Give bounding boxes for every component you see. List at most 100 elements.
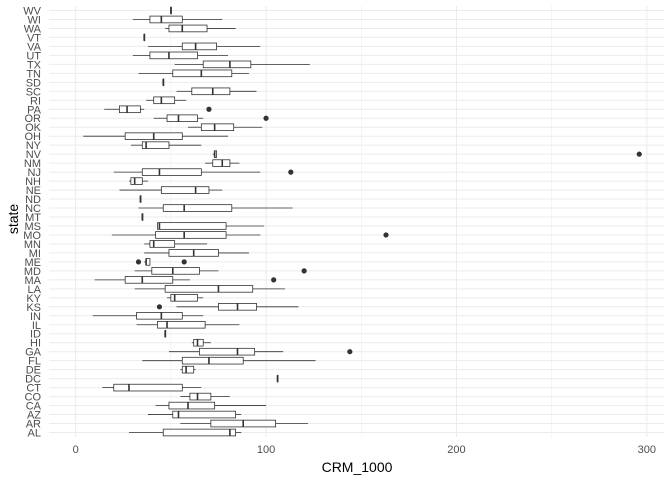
y-tick-label: NE (26, 185, 41, 197)
y-tick-label: ND (25, 194, 41, 206)
outlier-point (301, 268, 307, 274)
outlier-point (347, 349, 353, 355)
box-iqr (151, 267, 200, 275)
box-nj (113, 168, 294, 176)
y-tick-label: AZ (27, 410, 41, 422)
y-tick-label: FL (28, 356, 41, 368)
box-iqr (199, 347, 256, 356)
box-ri (146, 96, 187, 105)
box-iqr (166, 114, 198, 123)
box-ks (156, 303, 299, 311)
y-tick-label: KS (26, 302, 41, 314)
box-iqr (153, 96, 176, 105)
box-nc (138, 204, 293, 212)
box-iqr (149, 15, 183, 24)
y-tick-label: AR (26, 419, 41, 431)
outlier-point (181, 259, 187, 265)
box-mt (141, 213, 144, 221)
y-tick-label: MT (25, 212, 41, 224)
box-iqr (172, 69, 233, 78)
box-iqr (181, 365, 195, 374)
y-tick-label: GA (25, 347, 42, 359)
box-iqr (193, 338, 204, 347)
y-tick-label: IL (32, 320, 41, 332)
box-iqr (181, 356, 244, 365)
y-tick-label: MI (29, 248, 41, 260)
box-wa (165, 24, 236, 33)
y-tick-label: VT (27, 32, 41, 44)
y-tick-label: MA (25, 275, 42, 287)
box-or (153, 114, 269, 123)
y-tick-label: ME (25, 257, 42, 269)
outlier-point (135, 259, 142, 265)
box-ky (167, 294, 204, 302)
box-mi (144, 249, 249, 257)
box-iqr (149, 51, 198, 60)
grid-lines (49, 6, 664, 437)
box-wv (170, 6, 172, 15)
box-ne (119, 186, 223, 194)
outlier-point (383, 232, 389, 238)
y-tick-label: VA (27, 41, 42, 53)
box-iqr (157, 222, 227, 230)
box-sc (176, 87, 257, 96)
box-oh (83, 132, 228, 140)
box-iqr (181, 42, 217, 51)
box-iqr (119, 105, 141, 114)
box-iqr (172, 410, 236, 419)
box-dc (276, 374, 279, 383)
y-tick-label: NJ (28, 167, 41, 179)
box-iqr (124, 276, 174, 284)
y-tick-label: PA (27, 104, 42, 116)
box-nm (205, 159, 240, 167)
box-va (148, 42, 261, 51)
box-tx (174, 60, 310, 69)
box-ga (168, 347, 353, 356)
box-iqr (212, 159, 231, 167)
y-tick-label: SD (26, 77, 41, 89)
box-hi (191, 338, 211, 347)
box-de (180, 365, 196, 374)
box-iqr (113, 383, 183, 392)
y-tick-label: OK (25, 122, 42, 134)
y-tick-label: WV (23, 5, 41, 17)
box-al (128, 428, 242, 437)
y-tick-label: MS (25, 221, 42, 233)
y-tick-label: NY (26, 140, 42, 152)
box-iqr (164, 285, 254, 293)
box-tn (138, 69, 249, 78)
box-fl (142, 356, 316, 365)
box-mn (144, 240, 208, 248)
y-tick-label: AL (28, 428, 41, 440)
x-tick-label: 100 (257, 444, 275, 456)
box-me (135, 258, 187, 266)
box-ms (157, 222, 265, 230)
box-iqr (141, 141, 170, 149)
outlier-point (288, 169, 294, 175)
outlier-point (636, 151, 642, 157)
y-tick-label: UT (26, 50, 41, 62)
box-ma (94, 276, 277, 284)
y-tick-label: CO (25, 392, 42, 404)
y-tick-label: ID (30, 329, 41, 341)
box-iqr (149, 240, 176, 248)
box-iqr (155, 231, 227, 239)
box-ny (130, 141, 202, 149)
box-iqr (200, 123, 235, 131)
box-iqr (202, 60, 252, 69)
box-iqr (170, 294, 198, 302)
y-tick-label: NM (24, 158, 41, 170)
box-iqr (160, 186, 210, 194)
box-nv (212, 150, 642, 158)
y-tick-label: RI (30, 95, 41, 107)
box-nd (139, 195, 142, 203)
y-tick-label: HI (30, 338, 41, 350)
box-vt (143, 33, 146, 42)
box-iqr (191, 87, 231, 96)
outlier-point (206, 106, 212, 112)
box-mo (111, 231, 389, 239)
y-tick-label: KY (26, 293, 41, 305)
y-tick-label: CA (26, 401, 42, 413)
box-iqr (168, 401, 216, 410)
box-iqr (141, 168, 202, 176)
